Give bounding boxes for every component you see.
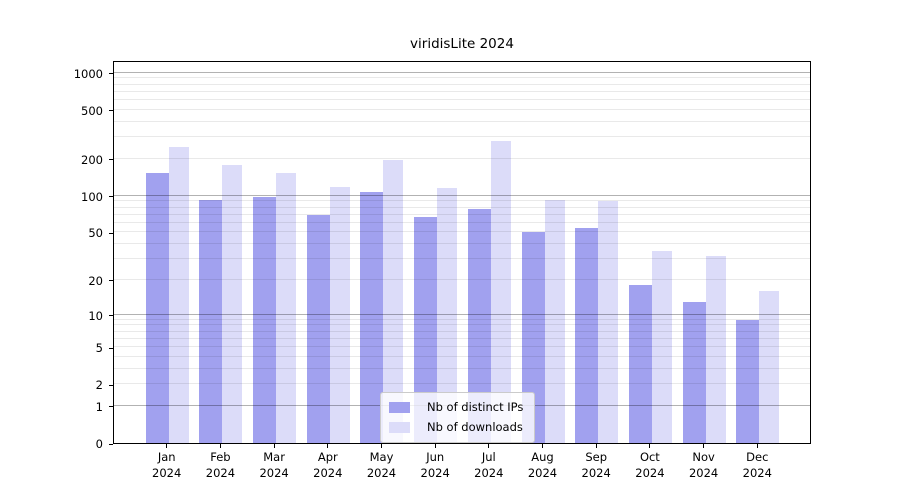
bar-distinct-ips (253, 197, 277, 443)
grid-line-minor (114, 108, 810, 110)
x-tick (166, 444, 168, 448)
grid-line-minor (114, 83, 810, 85)
legend-swatch-downloads-icon (389, 421, 410, 433)
bar-downloads (168, 146, 189, 443)
x-tick-label: Oct 2024 (635, 450, 665, 481)
y-tick-label: 1 (95, 399, 103, 414)
bar-distinct-ips (306, 214, 330, 443)
x-tick-label: Feb 2024 (205, 450, 236, 481)
y-tick-label: 2 (95, 378, 103, 393)
x-tick-label: Jul 2024 (474, 450, 504, 481)
bar-distinct-ips (145, 173, 169, 443)
legend-label-distinct-ips: Nb of distinct IPs (427, 400, 524, 414)
legend-item-distinct-ips: Nb of distinct IPs (389, 397, 523, 417)
grid-line-major (114, 71, 810, 73)
x-tick (273, 444, 275, 448)
bar-downloads (329, 186, 350, 443)
bar-downloads (598, 201, 619, 443)
bar-downloads (383, 159, 404, 443)
y-tick (109, 280, 113, 282)
bar-distinct-ips (736, 319, 760, 443)
bar-downloads (544, 199, 565, 443)
grid-line-minor (114, 99, 810, 101)
bar-downloads (490, 141, 511, 443)
y-tick-label: 10 (88, 308, 103, 323)
x-tick-label: Apr 2024 (313, 450, 343, 481)
x-tick-label: Jan 2024 (152, 450, 182, 481)
y-tick (109, 347, 113, 349)
bar-downloads (759, 291, 780, 443)
x-tick (434, 444, 436, 448)
y-tick (109, 196, 113, 198)
x-tick-label: Nov 2024 (688, 450, 719, 481)
y-tick (109, 159, 113, 161)
y-tick-label: 20 (88, 273, 103, 288)
legend-item-downloads: Nb of downloads (389, 417, 523, 437)
x-tick (219, 444, 221, 448)
y-tick-label: 50 (88, 226, 103, 241)
y-tick-label: 5 (95, 341, 103, 355)
x-tick (542, 444, 543, 448)
grid-line-minor (114, 157, 810, 159)
x-tick-label: Dec 2024 (742, 450, 772, 481)
x-tick (595, 444, 597, 448)
x-tick-label: Aug 2024 (527, 450, 558, 481)
bar-distinct-ips (575, 228, 599, 443)
bar-distinct-ips (628, 285, 652, 443)
x-tick-label: May 2024 (366, 450, 397, 481)
bar-downloads (437, 188, 458, 443)
y-tick (109, 315, 113, 316)
bar-downloads (705, 255, 726, 443)
legend: Nb of distinct IPs Nb of downloads (380, 392, 536, 443)
grid-line-minor (114, 120, 810, 122)
x-tick (703, 444, 705, 448)
x-tick-label: Sep 2024 (581, 450, 611, 481)
x-tick-label: Mar 2024 (259, 450, 289, 481)
y-tick-label: 100 (81, 189, 103, 204)
grid-line-minor (114, 90, 810, 92)
y-tick (109, 73, 113, 75)
bar-downloads (651, 251, 672, 443)
bar-distinct-ips (521, 232, 545, 443)
y-tick (109, 406, 113, 408)
y-tick-label: 500 (81, 103, 103, 118)
y-tick-label: 1000 (73, 66, 103, 81)
x-tick (756, 444, 758, 448)
bar-downloads (276, 173, 297, 443)
chart-title: viridisLite 2024 (410, 36, 514, 52)
y-tick-label: 200 (81, 152, 103, 167)
x-tick (649, 444, 651, 448)
legend-label-downloads: Nb of downloads (427, 420, 523, 434)
bar-distinct-ips (467, 208, 491, 443)
x-tick-label: Jun 2024 (420, 450, 450, 481)
bar-distinct-ips (360, 192, 384, 443)
grid-line-major (114, 194, 810, 196)
x-tick (488, 444, 490, 448)
bar-downloads (222, 165, 243, 443)
grid-line-minor (114, 77, 810, 79)
y-tick (109, 443, 113, 445)
x-tick (381, 444, 382, 448)
y-tick (109, 110, 113, 112)
y-tick-label: 0 (95, 437, 103, 451)
x-tick (327, 444, 329, 448)
bar-distinct-ips (414, 216, 438, 443)
grid-line-minor (114, 136, 810, 138)
bar-distinct-ips (682, 301, 706, 443)
legend-swatch-distinct-ips-icon (389, 401, 410, 413)
plot-area (113, 61, 811, 444)
bar-distinct-ips (199, 200, 223, 443)
y-tick (109, 384, 113, 386)
y-tick (109, 232, 113, 234)
